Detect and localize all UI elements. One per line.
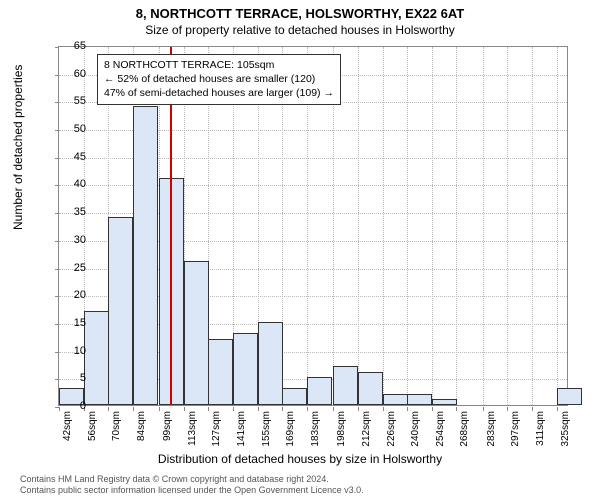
gridline-v — [532, 47, 533, 405]
chart-subtitle: Size of property relative to detached ho… — [0, 21, 600, 37]
xtick-label: 127sqm — [211, 411, 222, 447]
xtick-label: 283sqm — [486, 411, 497, 447]
footer-line-2: Contains public sector information licen… — [20, 485, 580, 496]
ytick-label: 60 — [46, 68, 86, 80]
xtick-mark — [507, 407, 508, 411]
ytick-label: 45 — [46, 151, 86, 163]
xtick-label: 141sqm — [236, 411, 247, 447]
x-axis-label: Distribution of detached houses by size … — [0, 452, 600, 466]
annotation-line-3: 47% of semi-detached houses are larger (… — [104, 86, 334, 100]
histogram-bar — [557, 388, 582, 405]
xtick-mark — [258, 407, 259, 411]
xtick-mark — [456, 407, 457, 411]
xtick-label: 254sqm — [435, 411, 446, 447]
histogram-bar — [258, 322, 283, 405]
xtick-mark — [483, 407, 484, 411]
ytick-label: 65 — [46, 40, 86, 52]
xtick-label: 212sqm — [361, 411, 372, 447]
ytick-label: 15 — [46, 317, 86, 329]
histogram-bar — [133, 106, 158, 405]
xtick-label: 169sqm — [285, 411, 296, 447]
ytick-label: 35 — [46, 206, 86, 218]
ytick-label: 30 — [46, 234, 86, 246]
xtick-label: 268sqm — [459, 411, 470, 447]
xtick-mark — [432, 407, 433, 411]
xtick-mark — [532, 407, 533, 411]
xtick-mark — [184, 407, 185, 411]
xtick-mark — [159, 407, 160, 411]
ytick-label: 25 — [46, 262, 86, 274]
xtick-label: 70sqm — [111, 411, 122, 441]
xtick-mark — [407, 407, 408, 411]
ytick-label: 10 — [46, 345, 86, 357]
histogram-bar — [233, 333, 258, 405]
plot-area: 42sqm56sqm70sqm84sqm99sqm113sqm127sqm141… — [58, 46, 568, 406]
xtick-label: 240sqm — [410, 411, 421, 447]
xtick-label: 56sqm — [87, 411, 98, 441]
ytick-label: 5 — [46, 372, 86, 384]
xtick-label: 297sqm — [510, 411, 521, 447]
footer-attribution: Contains HM Land Registry data © Crown c… — [20, 474, 580, 497]
gridline-v — [507, 47, 508, 405]
histogram-bar — [108, 217, 133, 405]
gridline-v — [432, 47, 433, 405]
xtick-mark — [557, 407, 558, 411]
xtick-mark — [358, 407, 359, 411]
xtick-label: 311sqm — [535, 411, 546, 446]
histogram-bar — [383, 394, 408, 405]
xtick-mark — [307, 407, 308, 411]
histogram-bar — [184, 261, 209, 405]
chart-title: 8, NORTHCOTT TERRACE, HOLSWORTHY, EX22 6… — [0, 0, 600, 21]
gridline-v — [358, 47, 359, 405]
annotation-box: 8 NORTHCOTT TERRACE: 105sqm ← 52% of det… — [97, 54, 341, 105]
xtick-label: 183sqm — [310, 411, 321, 447]
histogram-bar — [358, 372, 383, 405]
annotation-line-2: ← 52% of detached houses are smaller (12… — [104, 72, 334, 86]
gridline-v — [557, 47, 558, 405]
xtick-label: 325sqm — [560, 411, 571, 447]
histogram-bar — [208, 339, 233, 405]
y-axis-label: Number of detached properties — [11, 65, 25, 230]
annotation-line-1: 8 NORTHCOTT TERRACE: 105sqm — [104, 58, 334, 72]
gridline-v — [407, 47, 408, 405]
footer-line-1: Contains HM Land Registry data © Crown c… — [20, 474, 580, 485]
histogram-bar — [282, 388, 307, 405]
ytick-label: 20 — [46, 289, 86, 301]
ytick-label: 50 — [46, 123, 86, 135]
xtick-label: 99sqm — [162, 411, 173, 441]
xtick-label: 113sqm — [187, 411, 198, 446]
histogram-bar — [407, 394, 432, 405]
xtick-mark — [108, 407, 109, 411]
xtick-label: 42sqm — [62, 411, 73, 441]
xtick-mark — [133, 407, 134, 411]
xtick-mark — [383, 407, 384, 411]
xtick-mark — [208, 407, 209, 411]
xtick-mark — [333, 407, 334, 411]
xtick-mark — [233, 407, 234, 411]
histogram-bar — [333, 366, 358, 405]
xtick-label: 155sqm — [261, 411, 272, 447]
xtick-label: 226sqm — [386, 411, 397, 447]
ytick-label: 40 — [46, 178, 86, 190]
histogram-bar — [432, 399, 457, 405]
histogram-bar — [307, 377, 332, 405]
histogram-bar — [84, 311, 109, 405]
gridline-v — [483, 47, 484, 405]
gridline-v — [383, 47, 384, 405]
xtick-label: 198sqm — [336, 411, 347, 447]
ytick-label: 0 — [46, 400, 86, 412]
chart-container: 8, NORTHCOTT TERRACE, HOLSWORTHY, EX22 6… — [0, 0, 600, 500]
ytick-label: 55 — [46, 95, 86, 107]
xtick-label: 84sqm — [136, 411, 147, 441]
xtick-mark — [282, 407, 283, 411]
gridline-v — [456, 47, 457, 405]
